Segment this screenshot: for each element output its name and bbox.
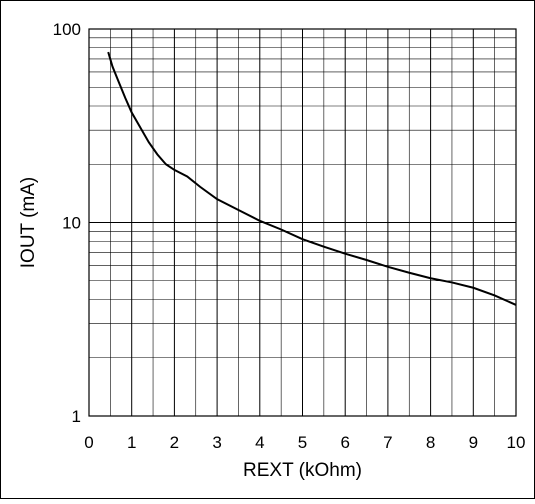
x-tick-label: 7: [383, 433, 392, 452]
series-line-iout: [107, 51, 517, 306]
y-tick-label: 10: [62, 214, 81, 233]
x-tick-label: 1: [127, 433, 136, 452]
y-tick-label: 100: [53, 20, 81, 39]
x-tick-label: 4: [255, 433, 264, 452]
x-tick-labels: 0 1 2 3 4 5 6 7 8 9 10: [84, 433, 525, 452]
x-tick-label: 5: [298, 433, 307, 452]
y-axis-label: IOUT (mA): [18, 177, 39, 268]
major-gridlines: [89, 29, 516, 416]
x-tick-label: 2: [170, 433, 179, 452]
y-tick-labels: 1 10 100: [53, 20, 81, 426]
y-tick-label: 1: [72, 407, 81, 426]
x-tick-label: 10: [507, 433, 526, 452]
x-tick-label: 8: [426, 433, 435, 452]
x-tick-label: 9: [469, 433, 478, 452]
x-tick-label: 6: [340, 433, 349, 452]
x-tick-label: 3: [212, 433, 221, 452]
plot-area: [88, 28, 517, 417]
x-axis-label: REXT (kOhm): [243, 460, 362, 481]
x-tick-label: 0: [84, 433, 93, 452]
